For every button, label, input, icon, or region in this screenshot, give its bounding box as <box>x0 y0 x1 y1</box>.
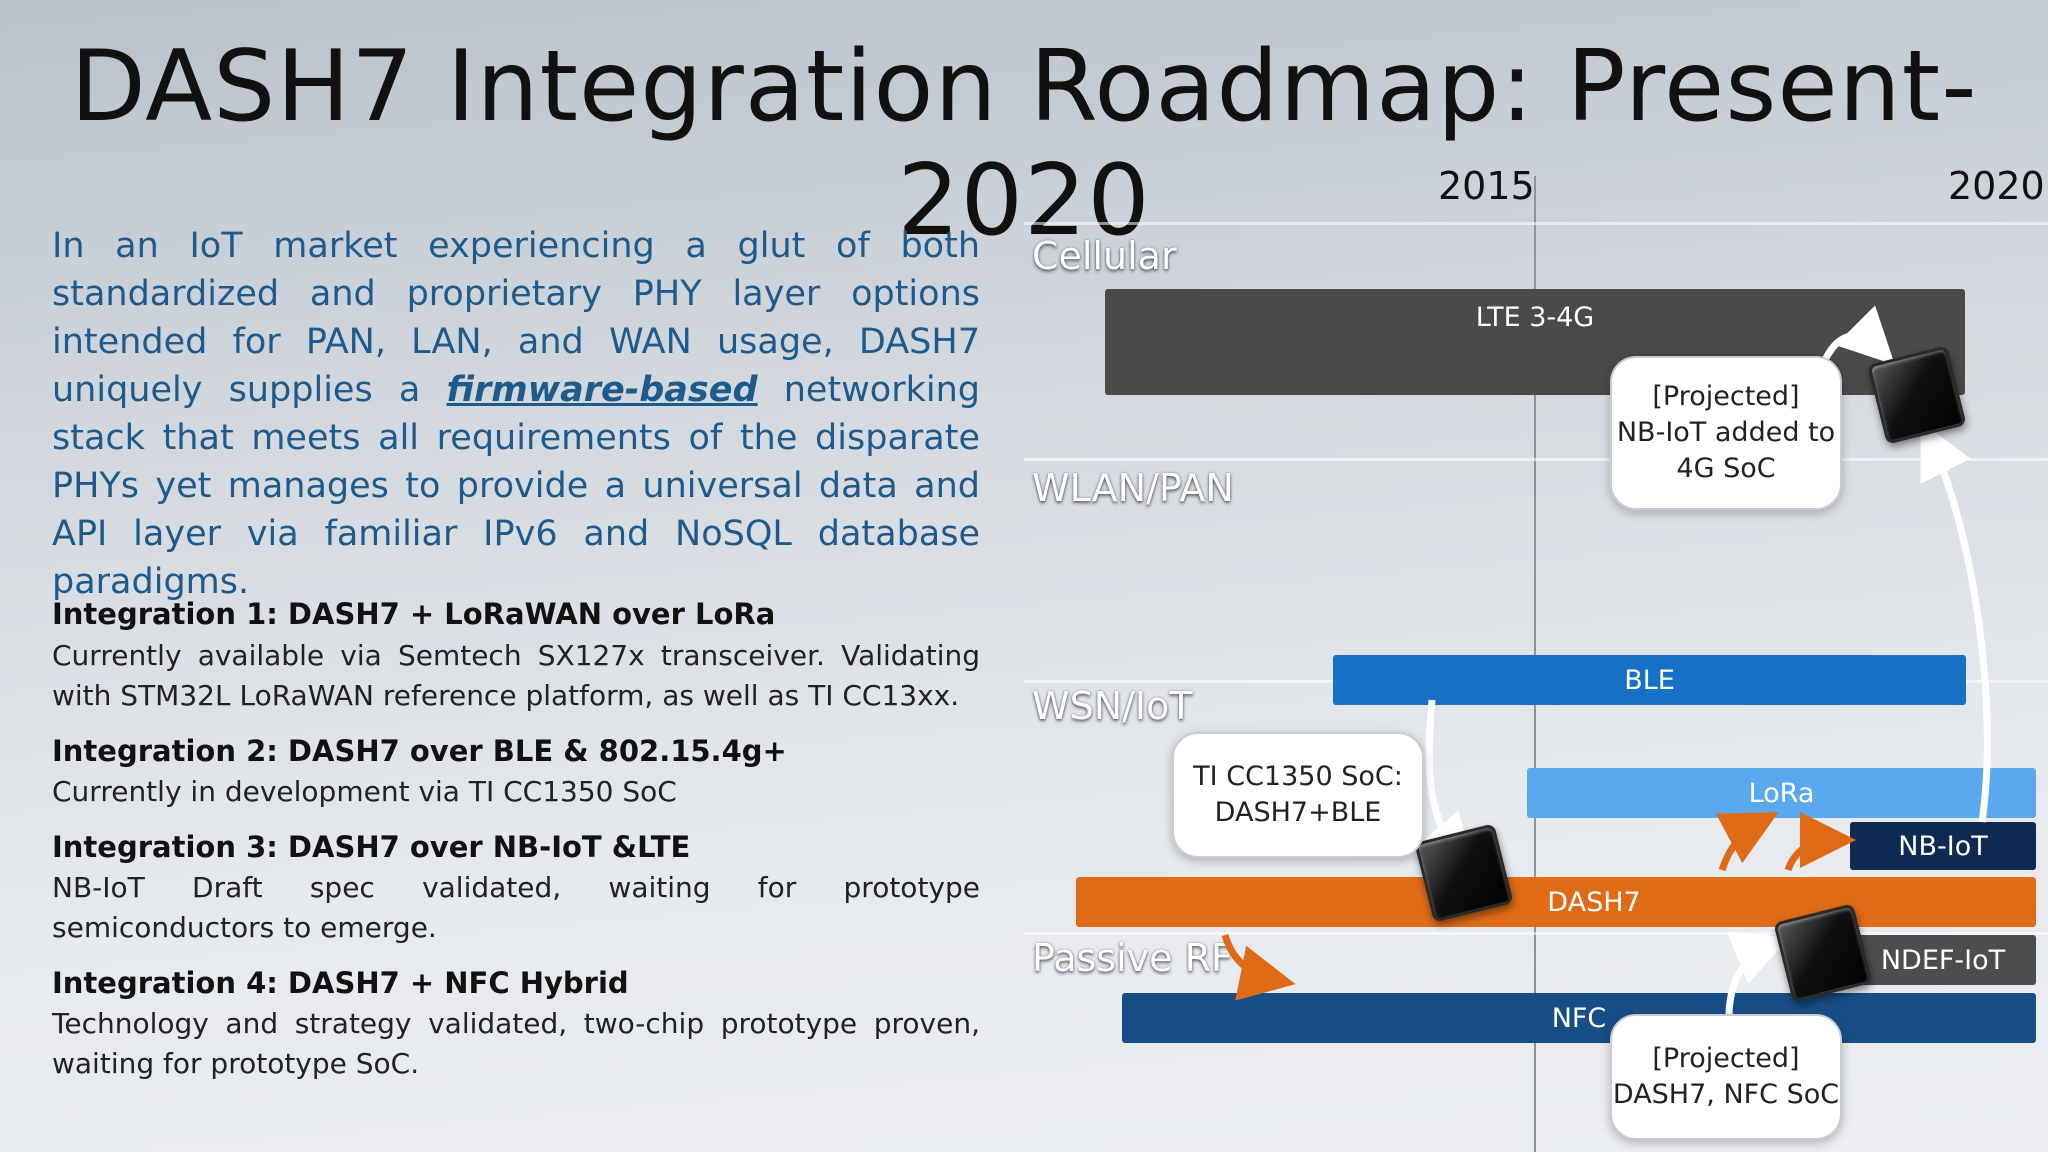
arrow-nbiot-to-lte <box>1920 421 1991 823</box>
integration-4-heading: Integration 4: DASH7 + NFC Hybrid <box>52 966 629 1000</box>
bar-dash7-label: DASH7 <box>1547 886 1641 918</box>
category-cellular: Cellular <box>1032 234 1177 278</box>
intro-paragraph: In an IoT market experiencing a glut of … <box>52 222 980 606</box>
intro-text-2: networking stack that meets all requirem… <box>52 370 980 602</box>
callout-cc1350-line-1: TI CC1350 SoC: <box>1193 761 1403 792</box>
bar-lte-label: LTE 3-4G <box>1475 301 1595 333</box>
integration-3-body: NB-IoT Draft spec validated, waiting for… <box>52 871 980 944</box>
bar-nbiot: NB-IoT <box>1850 822 2036 870</box>
integration-3-heading: Integration 3: DASH7 over NB-IoT &LTE <box>52 830 691 864</box>
callout-nbiot-line-3: 4G SoC <box>1676 453 1776 484</box>
year-2020-label: 2020 <box>1948 164 2045 208</box>
intro-text-1: In an IoT market experiencing a glut of … <box>52 226 980 410</box>
arrow-dash7-to-nbiot <box>1784 812 1856 872</box>
bar-nfc-label: NFC <box>1551 1002 1607 1034</box>
callout-nbiot-soc: [Projected] NB-IoT added to 4G SoC <box>1610 356 1842 510</box>
year-2015-label: 2015 <box>1438 164 1535 208</box>
bar-dash7: DASH7 <box>1076 877 2036 927</box>
bar-lora-label: LoRa <box>1748 777 1815 809</box>
slide-title: DASH7 Integration Roadmap: Present-2020 <box>70 30 1978 258</box>
bar-nbiot-label: NB-IoT <box>1898 830 1988 862</box>
bar-ndef-label: NDEF-IoT <box>1880 944 2006 976</box>
integration-4-body: Technology and strategy validated, two-c… <box>52 1007 980 1080</box>
integration-1-heading: Integration 1: DASH7 + LoRaWAN over LoRa <box>52 597 776 631</box>
callout-cc1350: TI CC1350 SoC: DASH7+BLE <box>1172 732 1424 858</box>
section-divider-cellular <box>1024 222 2048 225</box>
callout-nfc-line-1: [Projected] <box>1652 1043 1800 1074</box>
category-wsn-iot: WSN/IoT <box>1032 684 1193 728</box>
bar-ble-label: BLE <box>1624 664 1675 696</box>
callout-nbiot-line-2: NB-IoT added to <box>1616 417 1836 448</box>
arrow-nfc-to-ndef <box>1725 932 1790 1015</box>
integration-2-heading: Integration 2: DASH7 over BLE & 802.15.4… <box>52 734 787 768</box>
integration-2-body: Currently in development via TI CC1350 S… <box>52 775 677 808</box>
category-passive-rf: Passive RF <box>1032 936 1233 980</box>
intro-emphasis: firmware-based <box>446 370 758 410</box>
callout-nfc-soc: [Projected] DASH7, NFC SoC <box>1610 1014 1842 1140</box>
callout-nfc-line-2: DASH7, NFC SoC <box>1612 1079 1840 1110</box>
arrow-dash7-to-lora <box>1715 812 1779 872</box>
bar-lora: LoRa <box>1527 768 2036 818</box>
bar-ble: BLE <box>1333 655 1966 705</box>
arrow-callout-to-chip <box>1821 305 1895 365</box>
bar-nfc: NFC <box>1122 993 2036 1043</box>
section-divider-wlan <box>1024 458 2048 461</box>
callout-nbiot-line-1: [Projected] <box>1652 381 1800 412</box>
arrow-passive-to-nfc <box>1221 933 1296 1001</box>
callout-cc1350-line-2: DASH7+BLE <box>1214 797 1382 828</box>
integration-1-body: Currently available via Semtech SX127x t… <box>52 639 980 712</box>
category-wlan-pan: WLAN/PAN <box>1032 466 1234 510</box>
section-divider-passive <box>1024 932 2048 935</box>
